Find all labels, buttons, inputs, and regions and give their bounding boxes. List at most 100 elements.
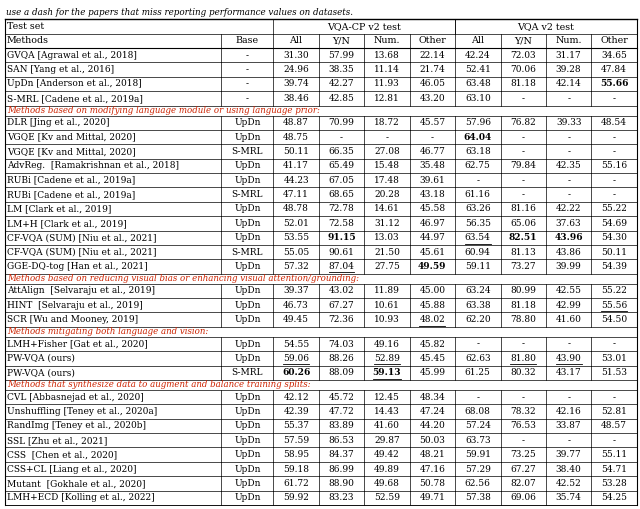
Text: 49.16: 49.16 — [374, 340, 400, 349]
Text: -: - — [340, 133, 343, 142]
Text: 27.75: 27.75 — [374, 262, 400, 271]
Text: 47.72: 47.72 — [328, 407, 355, 416]
Text: 65.06: 65.06 — [510, 219, 536, 228]
Text: DLR [Jing et al., 2020]: DLR [Jing et al., 2020] — [7, 118, 109, 127]
Text: 35.74: 35.74 — [556, 493, 582, 502]
Text: 15.48: 15.48 — [374, 161, 400, 171]
Text: UpDn [Anderson et al., 2018]: UpDn [Anderson et al., 2018] — [7, 79, 142, 89]
Text: 47.16: 47.16 — [419, 465, 445, 473]
Text: VGQE [Kv and Mittal, 2020]: VGQE [Kv and Mittal, 2020] — [7, 133, 136, 142]
Text: S-MRL [Cadene et al., 2019a]: S-MRL [Cadene et al., 2019a] — [7, 94, 143, 103]
Text: LMH+ECD [Kolling et al., 2022]: LMH+ECD [Kolling et al., 2022] — [7, 493, 155, 502]
Text: -: - — [522, 392, 525, 402]
Text: 72.58: 72.58 — [328, 219, 355, 228]
Text: -: - — [431, 133, 434, 142]
Text: 13.68: 13.68 — [374, 51, 400, 60]
Text: 63.38: 63.38 — [465, 301, 491, 310]
Text: 42.27: 42.27 — [329, 79, 355, 89]
Text: 39.77: 39.77 — [556, 450, 582, 459]
Text: 48.02: 48.02 — [419, 315, 445, 324]
Text: -: - — [567, 190, 570, 199]
Text: VQA v2 test: VQA v2 test — [518, 22, 574, 31]
Text: UpDn: UpDn — [234, 407, 260, 416]
Text: 24.96: 24.96 — [284, 65, 309, 74]
Text: UpDn: UpDn — [234, 233, 260, 242]
Text: 35.48: 35.48 — [419, 161, 445, 171]
Text: 63.73: 63.73 — [465, 436, 491, 445]
Text: 82.07: 82.07 — [510, 479, 536, 488]
Text: 34.65: 34.65 — [601, 51, 627, 60]
Text: 50.11: 50.11 — [601, 247, 627, 257]
Text: 86.53: 86.53 — [328, 436, 355, 445]
Text: CF-VQA (SUM) [Niu et al., 2021]: CF-VQA (SUM) [Niu et al., 2021] — [7, 233, 157, 242]
Text: Methods: Methods — [7, 36, 49, 45]
Text: -: - — [522, 94, 525, 103]
Text: 51.53: 51.53 — [601, 368, 627, 377]
Text: 22.14: 22.14 — [420, 51, 445, 60]
Text: 44.20: 44.20 — [419, 421, 445, 431]
Text: UpDn: UpDn — [234, 133, 260, 142]
Text: UpDn: UpDn — [234, 436, 260, 445]
Text: GGE-DQ-tog [Han et al., 2021]: GGE-DQ-tog [Han et al., 2021] — [7, 262, 148, 271]
Text: -: - — [246, 65, 249, 74]
Text: 53.01: 53.01 — [601, 354, 627, 363]
Text: -: - — [522, 436, 525, 445]
Text: 45.45: 45.45 — [419, 354, 445, 363]
Text: 67.05: 67.05 — [328, 176, 355, 185]
Text: use a dash for the papers that miss reporting performance values on datasets.: use a dash for the papers that miss repo… — [6, 8, 353, 17]
Text: 62.75: 62.75 — [465, 161, 491, 171]
Text: 50.03: 50.03 — [419, 436, 445, 445]
Text: 84.37: 84.37 — [328, 450, 355, 459]
Text: 20.28: 20.28 — [374, 190, 400, 199]
Text: 29.87: 29.87 — [374, 436, 400, 445]
Text: UpDn: UpDn — [234, 450, 260, 459]
Text: RUBi [Cadene et al., 2019a]: RUBi [Cadene et al., 2019a] — [7, 176, 135, 185]
Text: -: - — [567, 340, 570, 349]
Text: 49.45: 49.45 — [283, 315, 309, 324]
Text: Methods based on reducing visual bias or enhancing visual attention/grounding:: Methods based on reducing visual bias or… — [7, 274, 359, 283]
Text: 67.27: 67.27 — [328, 301, 355, 310]
Text: 59.18: 59.18 — [283, 465, 309, 473]
Text: 45.82: 45.82 — [419, 340, 445, 349]
Text: CVL [Abbasnejad et al., 2020]: CVL [Abbasnejad et al., 2020] — [7, 392, 144, 402]
Text: GVQA [Agrawal et al., 2018]: GVQA [Agrawal et al., 2018] — [7, 51, 137, 60]
Text: 47.84: 47.84 — [601, 65, 627, 74]
Text: Methods mitigating both language and vision:: Methods mitigating both language and vis… — [7, 327, 208, 336]
Text: UpDn: UpDn — [234, 219, 260, 228]
Text: 39.33: 39.33 — [556, 118, 581, 127]
Text: -: - — [612, 147, 616, 156]
Text: 81.18: 81.18 — [510, 301, 536, 310]
Text: 54.25: 54.25 — [601, 493, 627, 502]
Text: 45.61: 45.61 — [419, 247, 445, 257]
Text: UpDn: UpDn — [234, 479, 260, 488]
Text: 48.21: 48.21 — [419, 450, 445, 459]
Text: 38.35: 38.35 — [328, 65, 355, 74]
Text: -: - — [567, 436, 570, 445]
Text: 79.84: 79.84 — [510, 161, 536, 171]
Text: VGQE [Kv and Mittal, 2020]: VGQE [Kv and Mittal, 2020] — [7, 147, 136, 156]
Text: 54.55: 54.55 — [283, 340, 309, 349]
Text: -: - — [476, 176, 479, 185]
Text: 41.60: 41.60 — [374, 421, 400, 431]
Text: 11.14: 11.14 — [374, 65, 400, 74]
Text: UpDn: UpDn — [234, 340, 260, 349]
Text: 49.59: 49.59 — [418, 262, 447, 271]
Text: VQA-CP v2 test: VQA-CP v2 test — [327, 22, 401, 31]
Text: 47.11: 47.11 — [283, 190, 309, 199]
Text: 55.05: 55.05 — [283, 247, 309, 257]
Text: 82.51: 82.51 — [509, 233, 538, 242]
Text: 81.18: 81.18 — [510, 79, 536, 89]
Text: 90.61: 90.61 — [328, 247, 355, 257]
Text: S-MRL: S-MRL — [232, 190, 263, 199]
Text: 43.20: 43.20 — [420, 94, 445, 103]
Text: CSS  [Chen et al., 2020]: CSS [Chen et al., 2020] — [7, 450, 117, 459]
Text: 73.27: 73.27 — [511, 262, 536, 271]
Text: 61.16: 61.16 — [465, 190, 491, 199]
Text: 48.87: 48.87 — [283, 118, 309, 127]
Text: 45.58: 45.58 — [419, 205, 445, 213]
Text: SCR [Wu and Mooney, 2019]: SCR [Wu and Mooney, 2019] — [7, 315, 138, 324]
Text: 78.32: 78.32 — [511, 407, 536, 416]
Text: Methods that synthesize data to augment and balance training splits:: Methods that synthesize data to augment … — [7, 380, 310, 389]
Text: -: - — [246, 51, 249, 60]
Text: 12.81: 12.81 — [374, 94, 400, 103]
